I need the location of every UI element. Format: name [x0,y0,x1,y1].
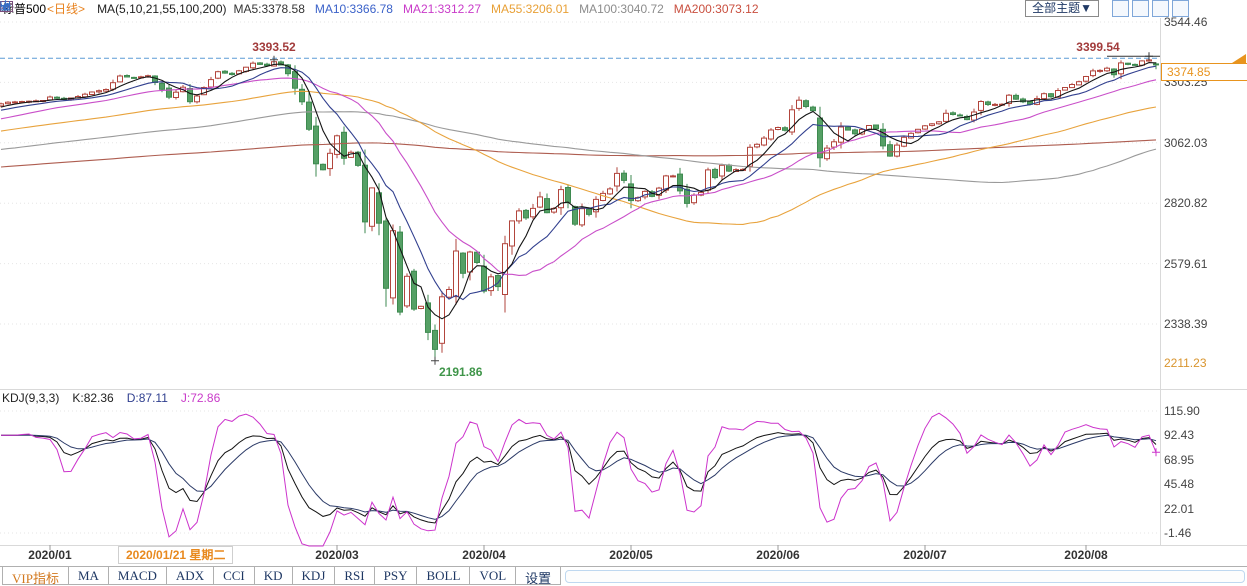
month-label: 2020/07 [903,548,947,562]
feb-high-annotation: 3393.52 [252,40,296,54]
month-label: 2020/01 [28,548,72,562]
crosshair-date-label: 2020/01/21 星期二 [118,546,234,564]
chart-toolbuttons [0,0,1189,17]
month-label: 2020/06 [756,548,800,562]
price-axis-label: 2579.61 [1164,256,1208,271]
month-label: 2020/04 [462,548,506,562]
indicator-tab-boll[interactable]: BOLL [417,567,471,585]
indicator-tab-cci[interactable]: CCI [214,567,255,585]
ma-value-label: MA21:3312.27 [402,1,481,16]
ma-values: MA5:3378.58 MA10:3366.78 MA21:3312.27 MA55:… [233,2,758,16]
kdj-axis-label: 92.43 [1164,428,1195,443]
ma-value-label: MA5:3378.58 [233,1,305,16]
indicator-tab-psy[interactable]: PSY [374,567,418,585]
toolbar-empty-track [565,569,1245,583]
chart-canvas[interactable] [0,0,1247,566]
price-axis-label: 3062.03 [1164,135,1208,150]
indicator-toolbar: VIP指标 MA MACD ADX CCI KD KDJ RSI PSY BOLL VOL 设置 [0,566,1247,586]
kdj-axis-label: 45.48 [1164,477,1195,492]
indicator-tab-kdj[interactable]: KDJ [292,567,336,585]
kdj-axis-label: -1.46 [1164,525,1192,540]
indicator-tab-macd[interactable]: MACD [108,567,167,585]
chart-header: 标普500 <日线> MA(5,10,21,55,100,200) MA5:33… [0,0,1247,17]
indicator-tab-adx[interactable]: ADX [166,567,215,585]
ma-group-label: MA(5,10,21,55,100,200) [97,1,227,16]
indicator-tab-设置[interactable]: 设置 [516,567,562,586]
theme-dropdown[interactable]: 全部主题▼ [1025,0,1099,17]
kdj-axis-label: 115.90 [1164,404,1200,418]
ma-value-label: MA10:3366.78 [314,1,393,16]
symbol-name: 标普500 [2,2,47,16]
month-label: 2020/03 [315,548,359,562]
price-axis-label: 2820.82 [1164,196,1208,211]
mar-low-annotation: 2191.86 [439,365,483,379]
ma-value-label: MA200:3073.12 [673,1,759,16]
month-label: 2020/08 [1064,548,1108,562]
kdj-k-value: K:82.36 [72,391,114,405]
price-axis-min-label: 2211.23 [1164,356,1207,370]
aug-high-annotation: 3399.54 [1076,40,1120,54]
kdj-d-value: D:87.11 [126,391,168,405]
month-label: 2020/05 [609,548,653,562]
ma-value-label: MA100:3040.72 [579,1,664,16]
kdj-j-value: J:72.86 [180,391,221,405]
ma-value-label: MA55:3206.01 [491,1,570,16]
price-axis-label: 3544.46 [1164,15,1208,29]
indicator-tab-ma[interactable]: MA [68,567,109,585]
period-label: <日线> [47,2,86,16]
indicator-tab-vip[interactable]: VIP指标 [2,567,69,586]
kdj-header: KDJ(9,3,3) K:82.36 D:87.11 J:72.86 [2,391,221,405]
indicator-tab-kd[interactable]: KD [254,567,293,585]
indicator-tab-rsi[interactable]: RSI [335,567,375,585]
jump-to-latest-icon[interactable] [1,0,1189,17]
current-price-tag: 3374.85 [1161,63,1247,81]
kdj-axis-label: 68.95 [1164,452,1195,467]
theme-dropdown-label: 全部主题▼ [1032,1,1092,15]
kdj-axis-label: 22.01 [1164,501,1195,516]
indicator-tab-vol[interactable]: VOL [470,567,517,585]
price-axis-label: 2338.39 [1164,316,1208,331]
kdj-title: KDJ(9,3,3) [2,391,60,405]
